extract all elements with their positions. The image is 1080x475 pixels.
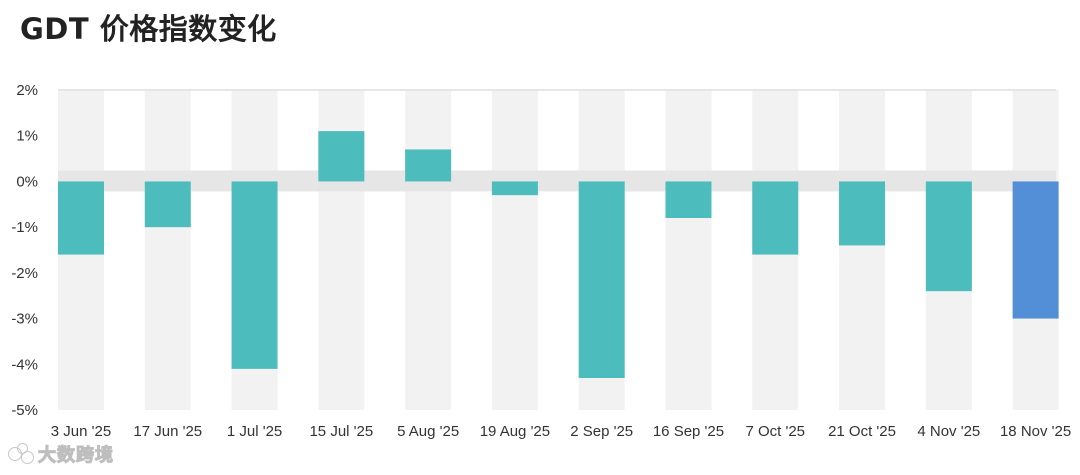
x-tick-label: 17 Jun '25 [133, 423, 202, 440]
bar [405, 149, 452, 182]
zero-band [58, 170, 1056, 192]
bar [925, 181, 972, 292]
y-tick-label: -4% [11, 356, 38, 373]
bar [578, 181, 625, 378]
bubble-logo-icon [8, 443, 34, 465]
grid-band [405, 90, 452, 410]
x-tick-label: 15 Jul '25 [309, 423, 373, 440]
watermark: 大数跨境 [8, 441, 114, 467]
x-tick-label: 7 Oct '25 [745, 423, 805, 440]
x-tick-label: 19 Aug '25 [480, 423, 550, 440]
x-tick-label: 3 Jun '25 [51, 423, 111, 440]
x-tick-label: 16 Sep '25 [653, 423, 724, 440]
bar [1012, 181, 1059, 319]
grid-band [665, 90, 712, 410]
y-tick-label: -2% [11, 265, 38, 282]
y-tick-label: -5% [11, 402, 38, 419]
bar [231, 181, 278, 369]
bar [318, 131, 365, 182]
y-tick-label: -1% [11, 219, 38, 236]
x-tick-label: 1 Jul '25 [227, 423, 282, 440]
x-tick-label: 5 Aug '25 [397, 423, 459, 440]
bar [665, 181, 712, 218]
grid-band [839, 90, 886, 410]
x-tick-label: 21 Oct '25 [828, 423, 896, 440]
grid-band [491, 90, 538, 410]
watermark-text: 大数跨境 [38, 445, 114, 467]
chart-title: GDT 价格指数变化 [20, 12, 277, 46]
bar [491, 181, 538, 196]
y-tick-label: 2% [16, 82, 38, 99]
x-tick-label: 4 Nov '25 [917, 423, 980, 440]
grid-band [144, 90, 191, 410]
y-tick-label: -3% [11, 311, 38, 328]
x-tick-label: 2 Sep '25 [570, 423, 633, 440]
y-tick-label: 0% [16, 173, 38, 190]
bar [839, 181, 886, 246]
y-tick-label: 1% [16, 128, 38, 145]
bar [752, 181, 799, 255]
x-tick-label: 18 Nov '25 [1000, 423, 1071, 440]
bar [144, 181, 191, 228]
bar [58, 181, 104, 255]
